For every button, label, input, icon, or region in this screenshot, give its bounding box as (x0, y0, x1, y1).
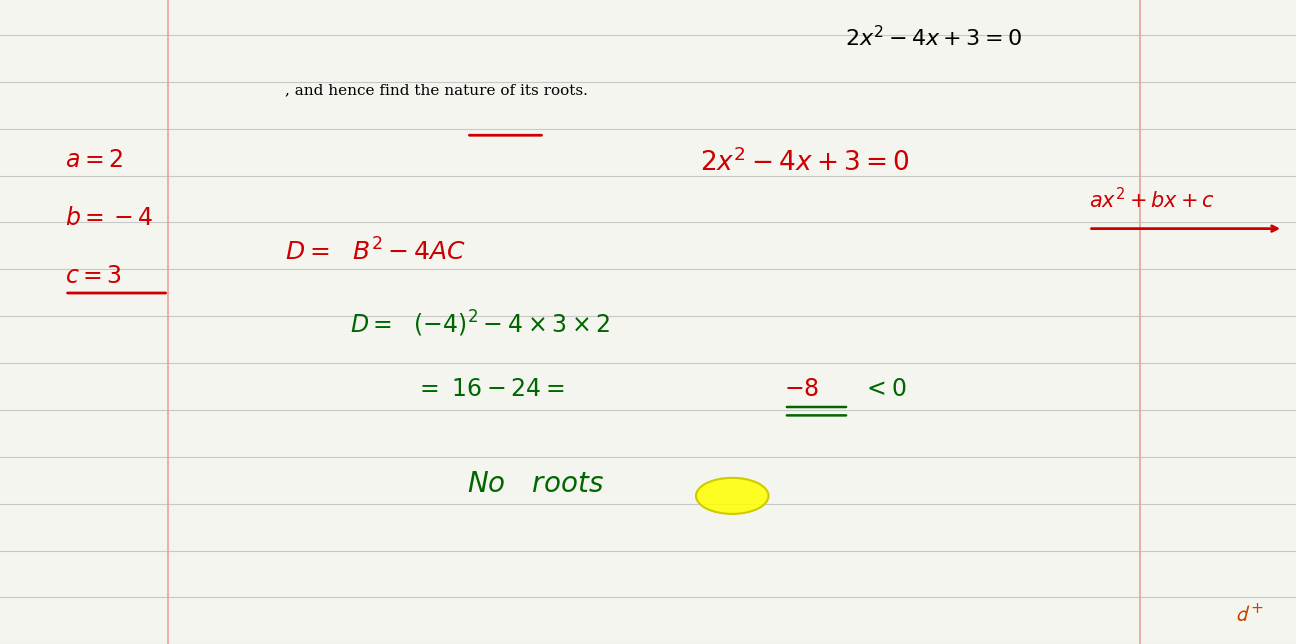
Text: $c=3$: $c=3$ (65, 264, 122, 288)
Text: $b=-4$: $b=-4$ (65, 206, 153, 230)
Text: $<0$: $<0$ (862, 377, 906, 401)
Text: $2x^2 - 4x + 3 = 0$: $2x^2 - 4x + 3 = 0$ (845, 26, 1021, 51)
Text: $D=$  $(-4)^2 - 4 \times 3 \times 2$: $D=$ $(-4)^2 - 4 \times 3 \times 2$ (350, 309, 610, 339)
Text: $a=2$: $a=2$ (65, 148, 123, 172)
Text: $D=$  $B^2-4AC$: $D=$ $B^2-4AC$ (285, 238, 467, 265)
Text: $-8$: $-8$ (784, 377, 819, 401)
Text: $ax^2+bx+c$: $ax^2+bx+c$ (1089, 187, 1214, 212)
Text: $= \ 16 - 24 =$: $= \ 16 - 24 =$ (415, 377, 564, 401)
Circle shape (696, 478, 769, 514)
Text: $No \quad roots$: $No \quad roots$ (467, 470, 604, 498)
Text: , and hence find the nature of its roots.: , and hence find the nature of its roots… (285, 84, 588, 98)
Text: $2x^2-4x+3=0$: $2x^2-4x+3=0$ (700, 148, 910, 176)
Text: $\mathcal{d}^+$: $\mathcal{d}^+$ (1235, 602, 1264, 625)
